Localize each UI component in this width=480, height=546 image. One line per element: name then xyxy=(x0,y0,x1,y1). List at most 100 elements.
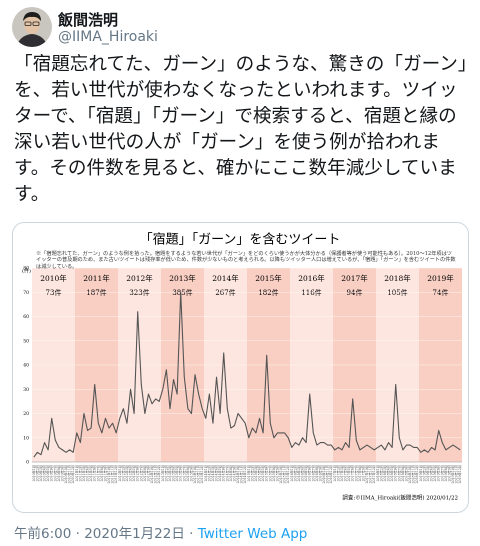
x-tick-label: 2018年8月 xyxy=(400,465,405,482)
x-tick-label: 2014年1月 xyxy=(203,465,208,482)
x-tick-label: 2015年10月 xyxy=(278,465,283,484)
year-label: 2015年 xyxy=(255,273,282,283)
x-tick-label: 2018年7月 xyxy=(396,465,401,482)
y-tick-label: 70 xyxy=(23,290,29,296)
chart-note: ※「宿題忘れてた、ガーン」のような例を拾った。宿題をするような若い世代が「ガーン… xyxy=(36,251,456,270)
year-label: 2013年 xyxy=(169,273,196,283)
x-tick-label: 2012年6月 xyxy=(135,465,140,482)
x-tick-label: 2014年12月 xyxy=(242,465,247,484)
x-tick-label: 2012年11月 xyxy=(153,465,158,484)
x-tick-label: 2014年9月 xyxy=(231,465,236,482)
x-tick-label: 2010年7月 xyxy=(52,465,57,482)
chart: 2010年73件2011年187件2012年323件2013年385件2014年… xyxy=(22,232,462,502)
x-tick-label: 2010年11月 xyxy=(67,465,72,484)
x-tick-label: 2013年3月 xyxy=(167,465,172,482)
x-tick-label: 2016年7月 xyxy=(310,465,315,482)
x-tick-label: 2014年7月 xyxy=(224,465,229,482)
x-tick-label: 2016年10月 xyxy=(321,465,326,484)
source-link[interactable]: Twitter Web App xyxy=(197,526,308,542)
x-tick-label: 2010年6月 xyxy=(49,465,54,482)
x-tick-label: 2011年1月 xyxy=(74,465,79,482)
x-tick-label: 2016年11月 xyxy=(325,465,330,484)
x-tick-label: 2016年12月 xyxy=(328,465,333,484)
x-tick-label: 2013年6月 xyxy=(178,465,183,482)
x-tick-label: 2016年1月 xyxy=(289,465,294,482)
x-tick-label: 2017年8月 xyxy=(357,465,362,482)
x-tick-label: 2012年10月 xyxy=(149,465,154,484)
y-tick-label: 80 xyxy=(23,266,29,272)
x-tick-label: 2012年7月 xyxy=(138,465,143,482)
x-tick-label: 2017年1月 xyxy=(332,465,337,482)
x-tick-label: 2015年6月 xyxy=(264,465,269,482)
avatar[interactable] xyxy=(12,7,52,47)
x-tick-label: 2019年7月 xyxy=(439,465,444,482)
x-tick-label: 2016年5月 xyxy=(303,465,308,482)
x-tick-label: 2013年10月 xyxy=(192,465,197,484)
x-tick-label: 2015年2月 xyxy=(249,465,254,482)
x-tick-label: 2015年5月 xyxy=(260,465,265,482)
x-tick-label: 2018年3月 xyxy=(382,465,387,482)
x-tick-label: 2018年12月 xyxy=(414,465,419,484)
time[interactable]: 午前6:00 xyxy=(14,526,72,542)
x-tick-label: 2017年9月 xyxy=(360,465,365,482)
x-tick-label: 2018年5月 xyxy=(389,465,394,482)
x-tick-label: 2019年9月 xyxy=(446,465,451,482)
x-tick-label: 2010年9月 xyxy=(59,465,64,482)
x-tick-label: 2019年4月 xyxy=(429,465,434,482)
x-tick-label: 2015年1月 xyxy=(246,465,251,482)
x-tick-label: 2014年3月 xyxy=(210,465,215,482)
separator: · xyxy=(189,526,194,542)
x-tick-label: 2016年2月 xyxy=(292,465,297,482)
x-tick-label: 2012年9月 xyxy=(145,465,150,482)
x-tick-label: 2019年1月 xyxy=(418,465,423,482)
x-tick-label: 2010年10月 xyxy=(63,465,68,484)
x-tick-label: 2019年12月 xyxy=(457,465,462,484)
x-tick-label: 2012年5月 xyxy=(131,465,136,482)
x-tick-label: 2012年8月 xyxy=(142,465,147,482)
x-tick-label: 2016年6月 xyxy=(307,465,312,482)
y-tick-label: 20 xyxy=(23,411,29,417)
user-handle[interactable]: @IIMA_Hiroaki xyxy=(58,29,158,45)
year-label: 2017年 xyxy=(341,273,368,283)
x-tick-label: 2010年1月 xyxy=(31,465,36,482)
y-tick-label: 0 xyxy=(26,460,29,466)
x-tick-label: 2010年12月 xyxy=(70,465,75,484)
x-tick-label: 2014年8月 xyxy=(228,465,233,482)
separator: · xyxy=(75,526,80,542)
x-tick-label: 2012年1月 xyxy=(117,465,122,482)
year-label: 2018年 xyxy=(384,273,411,283)
chart-title: 「宿題」「ガーン」を含むツイート xyxy=(140,232,341,248)
x-tick-label: 2017年12月 xyxy=(371,465,376,484)
x-tick-label: 2013年11月 xyxy=(196,465,201,484)
x-tick-label: 2013年12月 xyxy=(199,465,204,484)
x-tick-label: 2012年4月 xyxy=(128,465,133,482)
user-name[interactable]: 飯間浩明 xyxy=(58,11,119,29)
date[interactable]: 2020年1月22日 xyxy=(84,526,185,542)
y-tick-label: 10 xyxy=(23,435,29,441)
year-label: 2014年 xyxy=(212,273,239,283)
x-tick-label: 2017年10月 xyxy=(364,465,369,484)
x-tick-label: 2013年1月 xyxy=(160,465,165,482)
x-tick-label: 2017年7月 xyxy=(353,465,358,482)
x-tick-label: 2015年9月 xyxy=(274,465,279,482)
x-tick-label: 2017年4月 xyxy=(343,465,348,482)
x-tick-label: 2016年9月 xyxy=(317,465,322,482)
x-tick-label: 2018年6月 xyxy=(393,465,398,482)
x-tick-label: 2015年4月 xyxy=(257,465,262,482)
x-tick-label: 2014年2月 xyxy=(206,465,211,482)
x-tick-label: 2014年4月 xyxy=(214,465,219,482)
x-tick-label: 2012年12月 xyxy=(156,465,161,484)
x-tick-label: 2014年11月 xyxy=(239,465,244,484)
x-tick-label: 2019年11月 xyxy=(454,465,459,484)
x-tick-label: 2015年3月 xyxy=(253,465,258,482)
x-tick-label: 2019年10月 xyxy=(450,465,455,484)
x-tick-label: 2016年3月 xyxy=(296,465,301,482)
x-tick-label: 2013年5月 xyxy=(174,465,179,482)
x-tick-label: 2011年9月 xyxy=(102,465,107,482)
x-tick-label: 2018年11月 xyxy=(411,465,416,484)
x-tick-label: 2017年6月 xyxy=(350,465,355,482)
x-tick-label: 2019年6月 xyxy=(436,465,441,482)
year-label: 2012年 xyxy=(126,273,153,283)
x-tick-label: 2011年10月 xyxy=(106,465,111,484)
